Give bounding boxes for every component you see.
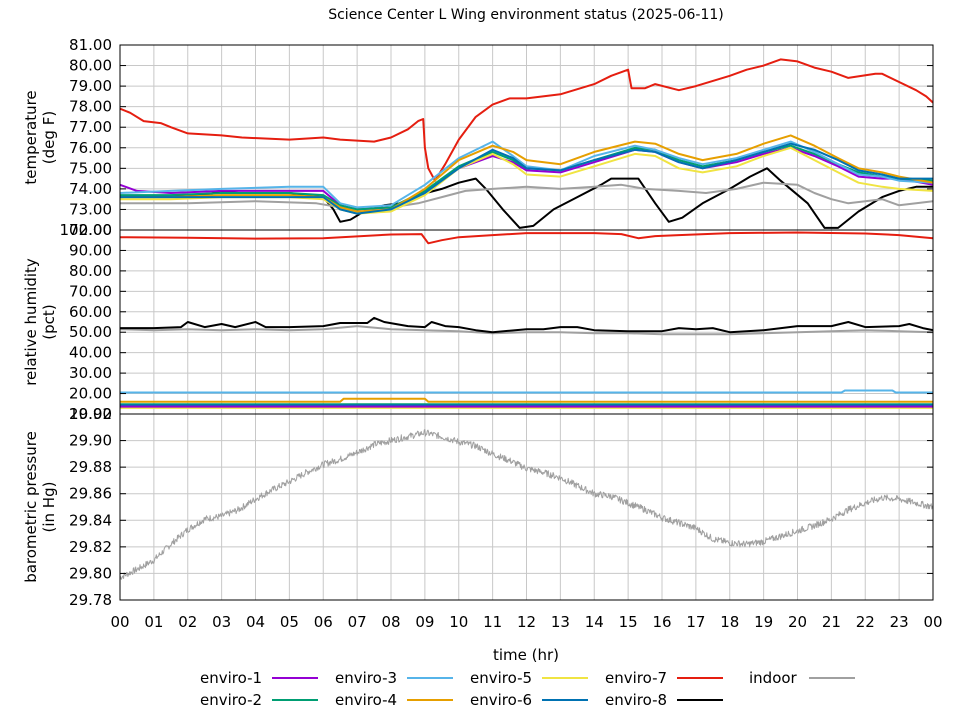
plot-frame <box>119 413 934 601</box>
y-tick-label: 30.00 <box>69 364 112 382</box>
y-tick-label: 72.00 <box>69 221 112 239</box>
x-tick-label: 17 <box>686 613 705 631</box>
series-line-enviro-7 <box>120 231 933 245</box>
x-tick-label: 20 <box>788 613 807 631</box>
x-tick-label: 09 <box>415 613 434 631</box>
x-tick-label: 13 <box>551 613 570 631</box>
legend-item-enviro-5: enviro-5 <box>470 669 588 687</box>
legend-label: enviro-5 <box>470 669 532 687</box>
legend-label: enviro-3 <box>335 669 397 687</box>
y-tick-label: 79.00 <box>69 77 112 95</box>
legend-item-indoor: indoor <box>749 669 855 687</box>
legend-item-enviro-3: enviro-3 <box>335 669 453 687</box>
y-axis-label: barometric pressure <box>22 431 40 583</box>
series-line-enviro-3 <box>120 140 933 209</box>
legend-label: enviro-1 <box>200 669 262 687</box>
legend-label: enviro-8 <box>605 691 667 709</box>
series-line-indoor <box>120 429 933 580</box>
y-tick-label: 10.00 <box>69 405 112 423</box>
y-tick-label: 40.00 <box>69 344 112 362</box>
y-tick-label: 29.92 <box>69 405 112 423</box>
legend-item-enviro-8: enviro-8 <box>605 691 723 709</box>
y-axis-label: (deg F) <box>40 111 58 164</box>
x-axis: 00 01 02 03 04 05 06 07 08 09 10 11 12 13 14 15 16 17 18 19… <box>110 613 942 631</box>
legend-label: indoor <box>749 669 798 687</box>
panels-layer: 72.00 73.00 74.00 75.00 76.00 77.00 78.00 79.00… <box>22 36 943 631</box>
y-axis-label: (pct) <box>40 304 58 339</box>
series-line-enviro-3 <box>120 389 933 394</box>
x-tick-label: 19 <box>754 613 773 631</box>
legend-label: enviro-2 <box>200 691 262 709</box>
legend-label: enviro-6 <box>470 691 532 709</box>
legend-label: enviro-7 <box>605 669 667 687</box>
x-axis-label: time (hr) <box>493 646 559 664</box>
y-tick-label: 100.00 <box>60 221 113 239</box>
y-axis-label: temperature <box>22 90 40 184</box>
x-tick-label: 05 <box>280 613 299 631</box>
y-tick-label: 29.78 <box>69 591 112 609</box>
y-axis-label: relative humidity <box>22 258 40 386</box>
y-tick-label: 70.00 <box>69 282 112 300</box>
x-tick-label: 06 <box>314 613 333 631</box>
x-tick-label: 00 <box>110 613 129 631</box>
x-tick-label: 07 <box>348 613 367 631</box>
series-line-enviro-6 <box>120 142 933 215</box>
y-tick-label: 29.88 <box>69 458 112 476</box>
y-tick-label: 80.00 <box>69 262 112 280</box>
y-tick-label: 78.00 <box>69 98 112 116</box>
x-tick-label: 18 <box>720 613 739 631</box>
y-tick-label: 29.80 <box>69 564 112 582</box>
legend: enviro-1 enviro-2 enviro-3 enviro-4 enviro-5… <box>200 669 855 709</box>
x-tick-label: 01 <box>144 613 163 631</box>
y-tick-label: 90.00 <box>69 241 112 259</box>
x-tick-label: 15 <box>619 613 638 631</box>
y-tick-label: 74.00 <box>69 180 112 198</box>
x-tick-label: 14 <box>585 613 604 631</box>
x-tick-label: 12 <box>517 613 536 631</box>
x-tick-label: 04 <box>246 613 265 631</box>
x-tick-label: 10 <box>449 613 468 631</box>
series-line-indoor <box>120 325 933 336</box>
legend-label: enviro-4 <box>335 691 397 709</box>
y-tick-label: 20.00 <box>69 385 112 403</box>
x-tick-label: 02 <box>178 613 197 631</box>
x-tick-label: 21 <box>822 613 841 631</box>
legend-item-enviro-7: enviro-7 <box>605 669 723 687</box>
x-tick-label: 08 <box>381 613 400 631</box>
series-line-enviro-7 <box>120 58 933 182</box>
legend-item-enviro-4: enviro-4 <box>335 691 453 709</box>
y-axis-label: (in Hg) <box>40 482 58 533</box>
y-tick-label: 77.00 <box>69 118 112 136</box>
y-tick-label: 80.00 <box>69 57 112 75</box>
y-tick-label: 76.00 <box>69 139 112 157</box>
x-tick-label: 00 <box>923 613 942 631</box>
legend-item-enviro-1: enviro-1 <box>200 669 318 687</box>
y-tick-label: 60.00 <box>69 303 112 321</box>
legend-item-enviro-6: enviro-6 <box>470 691 588 709</box>
y-tick-label: 29.90 <box>69 432 112 450</box>
panel-2: 10.00 20.00 30.00 40.00 50.00 60.00 70.00 80.00… <box>22 221 934 423</box>
panel-1: 72.00 73.00 74.00 75.00 76.00 77.00 78.00 79.00… <box>22 36 934 239</box>
series-line-enviro-8 <box>120 167 933 229</box>
y-tick-label: 73.00 <box>69 200 112 218</box>
legend-item-enviro-2: enviro-2 <box>200 691 318 709</box>
panel-3: 29.78 29.80 29.82 29.84 29.86 29.88 29.90 29.92… <box>22 405 934 609</box>
x-tick-label: 22 <box>856 613 875 631</box>
y-tick-label: 50.00 <box>69 323 112 341</box>
x-tick-label: 11 <box>483 613 502 631</box>
chart-title: Science Center L Wing environment status… <box>328 7 724 23</box>
x-tick-label: 23 <box>890 613 909 631</box>
y-tick-label: 29.84 <box>69 511 112 529</box>
y-tick-label: 81.00 <box>69 36 112 54</box>
y-tick-label: 75.00 <box>69 159 112 177</box>
series-line-enviro-1 <box>120 146 933 211</box>
x-tick-label: 03 <box>212 613 231 631</box>
y-tick-label: 29.86 <box>69 485 112 503</box>
series-line-enviro-4 <box>120 397 933 403</box>
x-tick-label: 16 <box>652 613 671 631</box>
y-tick-label: 29.82 <box>69 538 112 556</box>
series-line-enviro-8 <box>120 316 933 334</box>
